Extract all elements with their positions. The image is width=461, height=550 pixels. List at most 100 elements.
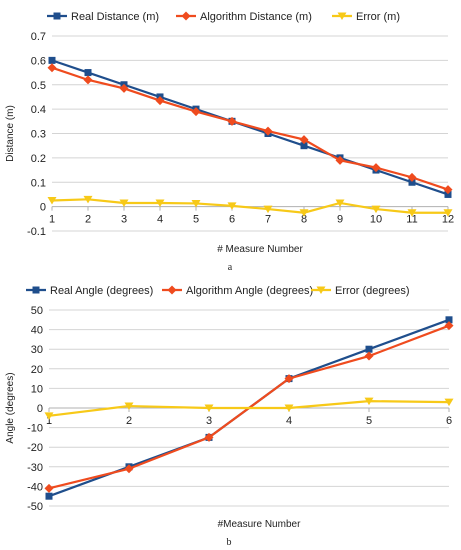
data-point [48, 56, 56, 64]
figure-caption: b [227, 537, 232, 548]
data-point [407, 172, 417, 182]
y-tick-label: 0.2 [31, 153, 46, 165]
x-tick-label: 6 [446, 415, 452, 427]
data-point [263, 205, 273, 214]
data-point [284, 374, 294, 384]
y-tick-label: -50 [27, 501, 43, 513]
x-tick-label: 5 [193, 214, 199, 226]
data-point [227, 202, 237, 210]
legend-item: Algorithm Distance (m) [176, 11, 312, 23]
x-tick-label: 2 [85, 214, 91, 226]
data-point [445, 316, 453, 324]
x-tick-label: 12 [442, 214, 454, 226]
x-tick-label: 7 [265, 214, 271, 226]
data-point [284, 404, 294, 412]
data-point [371, 163, 381, 173]
figure-caption: a [228, 262, 233, 273]
x-tick-label: 1 [46, 415, 52, 427]
legend-label: Real Angle (degrees) [50, 285, 153, 297]
data-point [443, 185, 453, 195]
x-tick-label: 10 [370, 214, 382, 226]
data-point [119, 83, 129, 93]
data-point [408, 178, 416, 186]
legend-marker [32, 286, 40, 294]
data-point [124, 402, 134, 411]
y-axis-label: Angle (degrees) [5, 372, 16, 443]
y-tick-label: 10 [31, 383, 43, 395]
legend-marker [337, 12, 347, 20]
legend-marker [316, 286, 326, 294]
data-point [444, 321, 454, 331]
data-point [364, 397, 374, 406]
legend: Real Angle (degrees) Algorithm Angle (deg… [26, 285, 410, 297]
legend-item: Error (m) [332, 11, 400, 23]
legend-label: Error (m) [356, 11, 400, 23]
y-tick-label: 0.1 [31, 177, 46, 189]
legend-label: Real Distance (m) [71, 11, 159, 23]
data-point [365, 345, 373, 353]
y-tick-label: 20 [31, 364, 43, 376]
legend-marker [53, 12, 61, 20]
data-point [371, 205, 381, 214]
series-real [48, 56, 452, 198]
y-tick-label: 30 [31, 344, 43, 356]
data-point [227, 116, 237, 126]
legend-label: Algorithm Angle (degrees) [186, 285, 313, 297]
data-point [204, 432, 214, 442]
data-point [83, 75, 93, 85]
y-tick-label: 40 [31, 325, 43, 337]
chart-distance: -0.100.10.20.30.40.50.60.71 2 3 4 5 6 7 8 9 10 11 1… [5, 11, 454, 273]
series-algorithm [47, 63, 453, 195]
x-axis-label: # Measure Number [217, 244, 303, 255]
data-point [45, 492, 53, 500]
x-tick-label: 9 [337, 214, 343, 226]
legend-label: Error (degrees) [335, 285, 410, 297]
data-point [191, 107, 201, 117]
series-line [48, 400, 450, 417]
data-point [364, 351, 374, 361]
x-tick-label: 8 [301, 214, 307, 226]
data-point [263, 126, 273, 136]
y-axis-label: Distance (m) [5, 105, 16, 162]
series-error [47, 195, 453, 217]
data-point [83, 195, 93, 204]
data-point [407, 209, 417, 217]
data-point [44, 412, 54, 420]
data-point [299, 135, 309, 145]
x-tick-label: 4 [157, 214, 163, 226]
y-tick-label: 0 [37, 403, 43, 415]
y-tick-label: -30 [27, 462, 43, 474]
x-tick-label: 5 [366, 415, 372, 427]
legend-marker [181, 11, 191, 21]
y-tick-label: 0.4 [31, 104, 46, 116]
x-tick-label: 3 [121, 214, 127, 226]
y-tick-label: -10 [27, 423, 43, 435]
x-tick-label: 1 [49, 214, 55, 226]
y-tick-label: 0 [40, 202, 46, 214]
y-tick-label: 0.3 [31, 129, 46, 141]
legend-label: Algorithm Distance (m) [200, 11, 312, 23]
y-tick-label: 0.7 [31, 31, 46, 43]
data-point [335, 199, 345, 207]
x-tick-label: 11 [406, 214, 417, 226]
y-tick-label: -20 [27, 442, 43, 454]
series-error [44, 397, 454, 420]
legend-item: Real Angle (degrees) [26, 285, 153, 297]
legend-item: Real Distance (m) [47, 11, 159, 23]
y-tick-label: 0.6 [31, 55, 46, 67]
data-point [155, 96, 165, 106]
y-tick-label: 0.5 [31, 80, 46, 92]
series-line [51, 66, 449, 191]
data-point [191, 199, 201, 208]
series-line [51, 198, 448, 214]
data-point [155, 199, 165, 207]
data-point [124, 464, 134, 474]
legend: Real Distance (m) Algorithm Distance (m) E… [47, 11, 400, 23]
x-tick-label: 4 [286, 415, 292, 427]
data-point [47, 197, 57, 205]
data-point [84, 69, 92, 77]
legend-item: Algorithm Angle (degrees) [162, 285, 313, 297]
data-point [300, 142, 308, 150]
data-point [335, 155, 345, 165]
